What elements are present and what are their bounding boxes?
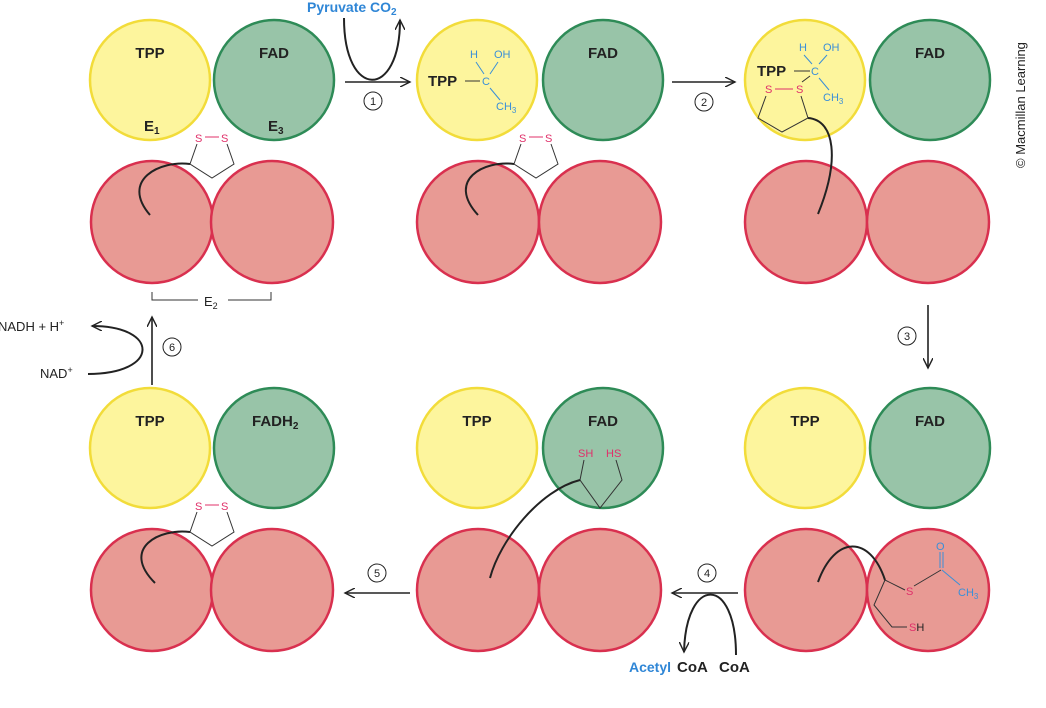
e2-subunit <box>89 159 215 285</box>
coa-label: CoA <box>719 659 750 676</box>
fad-label: FAD <box>915 413 945 430</box>
co2-label: CO2 <box>370 0 397 18</box>
carbon-label: C <box>482 76 490 88</box>
methyl-label: CH3 <box>823 92 844 106</box>
hydroxyl-label: OH <box>823 42 840 54</box>
panel-hydroxyethyl-transfer: FAD TPP C H OH CH3 S S <box>743 18 992 285</box>
sulfur-label: S <box>221 133 228 145</box>
panel-acetyl-lipoamide: TPP FAD S O CH3 SH <box>743 386 992 653</box>
panel-hydroxyethyl-tpp: FAD TPP C H OH CH3 S S <box>415 18 665 285</box>
methyl-label: CH3 <box>958 587 979 601</box>
sulfur-label: S <box>195 133 202 145</box>
fad-label: FAD <box>588 413 618 430</box>
tpp-label: TPP <box>135 45 164 62</box>
step-number: 4 <box>704 568 710 580</box>
sulfur-label: S <box>796 84 803 96</box>
pyruvate-label: Pyruvate <box>307 0 366 15</box>
step-number: 2 <box>701 97 707 109</box>
e1-label: E1 <box>144 118 160 137</box>
tpp-label: TPP <box>757 63 786 80</box>
fad-label: FAD <box>915 45 945 62</box>
nadh-label: NADH + H+ <box>0 318 64 334</box>
step-number: 6 <box>169 342 175 354</box>
tpp-label: TPP <box>790 413 819 430</box>
hydroxyl-label: OH <box>494 49 511 61</box>
sulfur-label: S <box>195 501 202 513</box>
panel-reduced-fad: TPP FADH2 S S <box>88 386 336 653</box>
copyright-notice: © Macmillan Learning <box>1013 42 1028 168</box>
step-number: 3 <box>904 331 910 343</box>
step-1-marker <box>363 91 383 111</box>
step-number: 1 <box>370 96 376 108</box>
sulfhydryl-label: SH <box>909 622 924 634</box>
hydrogen-label: H <box>470 49 478 61</box>
tpp-label: TPP <box>135 413 164 430</box>
lipoyl-arm <box>138 162 191 216</box>
sulfhydryl-label: HS <box>606 448 621 460</box>
fadh2-label: FADH2 <box>252 413 299 432</box>
sulfur-label: S <box>765 84 772 96</box>
tpp-label: TPP <box>428 73 457 90</box>
sulfur-label: S <box>906 586 913 598</box>
sulfur-label: S <box>545 133 552 145</box>
nad-label: NAD+ <box>40 365 73 381</box>
step-5: 5 <box>345 563 410 593</box>
step-6: 6 NADH + H+ NAD+ <box>0 317 182 385</box>
fad-label: FAD <box>588 45 618 62</box>
step-1: Pyruvate CO2 1 <box>307 0 410 111</box>
acetyl-coa-label: CoA <box>677 659 708 676</box>
panel-reduced-lipoamide: TPP FAD SH HS <box>415 386 665 653</box>
lipoamide-oxidized: S S <box>189 133 235 179</box>
oxygen-label: O <box>936 541 945 553</box>
step-2: 2 <box>672 82 735 112</box>
fad-label: FAD <box>259 45 289 62</box>
e2-subunit <box>209 159 335 285</box>
e2-label: E2 <box>204 294 218 311</box>
step-3: 3 <box>897 305 928 368</box>
panel-initial-state: TPP FAD E1 E3 S S E2 <box>88 18 336 311</box>
hydrogen-label: H <box>799 42 807 54</box>
e3-label: E3 <box>268 118 284 137</box>
methyl-label: CH3 <box>496 101 517 115</box>
step-number: 5 <box>374 568 380 580</box>
step-4: 4 Acetyl CoA CoA <box>629 563 750 676</box>
acetyl-label: Acetyl <box>629 659 671 675</box>
sulfur-label: S <box>221 501 228 513</box>
sulfhydryl-label: SH <box>578 448 593 460</box>
carbon-label: C <box>811 66 819 78</box>
tpp-label: TPP <box>462 413 491 430</box>
sulfur-label: S <box>519 133 526 145</box>
